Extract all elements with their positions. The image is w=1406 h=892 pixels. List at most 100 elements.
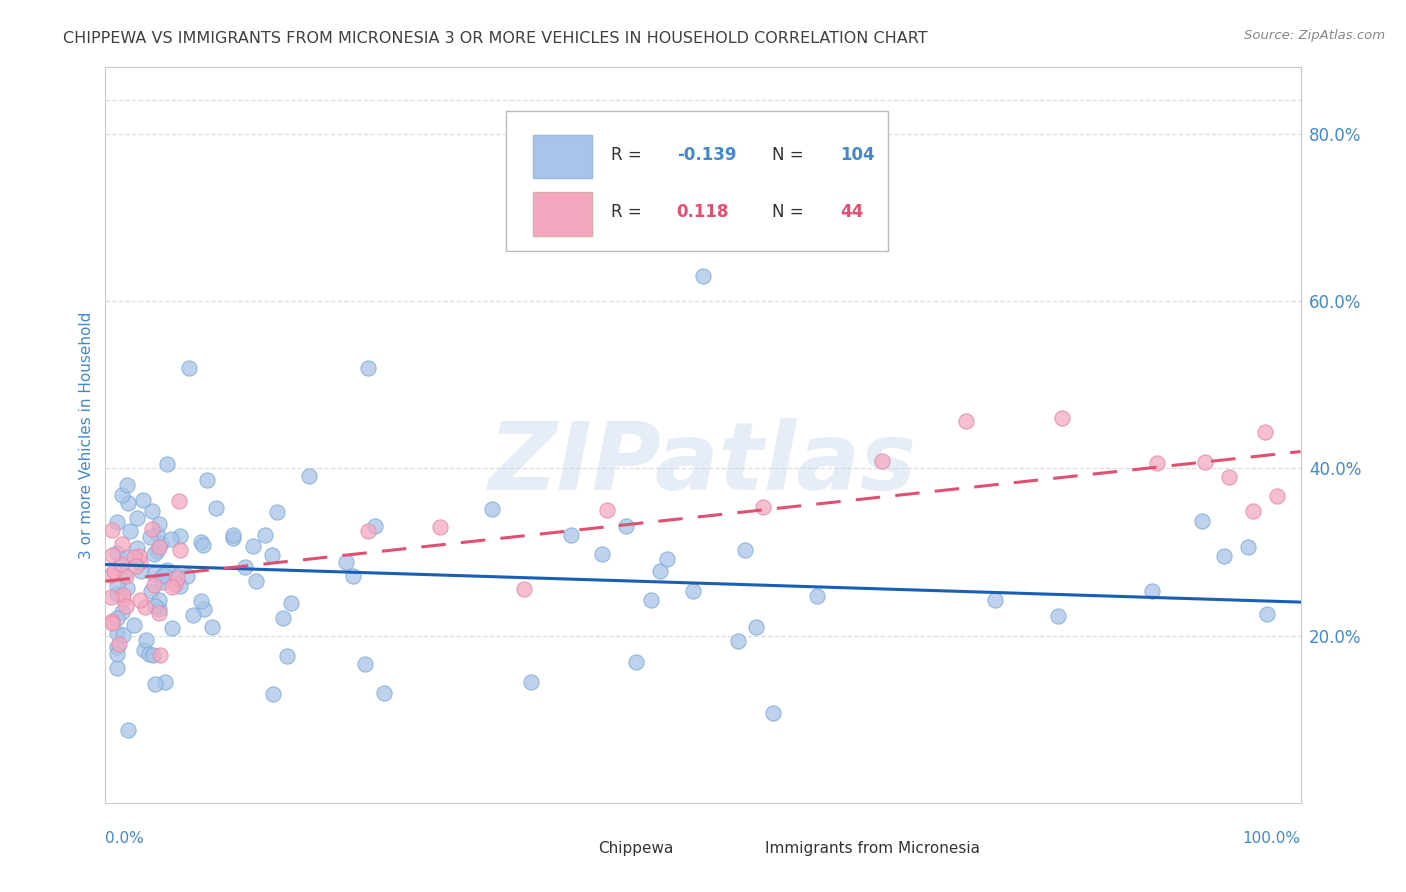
Point (177, 360, 201, 375)
Point (280, 596, 302, 610)
Point (984, 593, 1007, 607)
Point (108, 637, 131, 651)
Point (222, 531, 245, 545)
Point (520, 675, 543, 690)
Point (242, 539, 264, 553)
Point (276, 648, 298, 663)
Point (138, 531, 160, 545)
Y-axis label: 3 or more Vehicles in Household: 3 or more Vehicles in Household (79, 311, 94, 558)
Point (1050, 410, 1073, 425)
Point (112, 567, 135, 582)
Point (100, 548, 122, 562)
Point (169, 529, 191, 543)
Point (357, 360, 380, 375)
Point (245, 574, 267, 588)
Point (125, 510, 148, 524)
Point (429, 520, 451, 534)
Point (148, 593, 170, 607)
Point (260, 548, 283, 562)
Point (111, 537, 134, 551)
Point (193, 601, 215, 615)
Point (1194, 455, 1216, 469)
Point (655, 552, 678, 566)
Point (149, 570, 172, 584)
Point (148, 602, 170, 616)
Point (160, 580, 183, 594)
Point (1218, 470, 1240, 484)
Point (205, 501, 228, 516)
Point (806, 589, 828, 603)
Point (115, 478, 138, 492)
Point (128, 555, 150, 569)
Point (614, 518, 637, 533)
Point (135, 633, 157, 648)
Point (138, 647, 160, 661)
Point (626, 655, 648, 669)
Point (1146, 456, 1168, 470)
Point (111, 592, 134, 607)
Point (190, 594, 212, 608)
Point (160, 621, 183, 635)
Point (1241, 504, 1264, 518)
Point (266, 505, 288, 519)
Point (155, 675, 177, 690)
Point (166, 568, 188, 582)
Point (481, 501, 503, 516)
Point (117, 496, 139, 510)
Point (114, 569, 136, 583)
FancyBboxPatch shape (506, 111, 889, 251)
Text: -0.139: -0.139 (676, 145, 737, 164)
Point (107, 515, 129, 529)
Point (152, 574, 174, 589)
Point (141, 504, 163, 518)
Point (1254, 425, 1277, 439)
Point (253, 528, 276, 542)
Text: N =: N = (772, 203, 810, 221)
Text: R =: R = (612, 203, 647, 221)
Text: 104: 104 (841, 145, 875, 164)
Point (139, 584, 162, 599)
Point (727, 634, 749, 648)
Point (1265, 489, 1288, 503)
Point (745, 620, 768, 634)
Point (115, 581, 138, 595)
Point (596, 503, 619, 517)
Point (143, 676, 166, 690)
Point (166, 572, 188, 586)
Point (117, 723, 139, 738)
Point (115, 550, 138, 565)
Point (115, 599, 138, 614)
Point (107, 579, 129, 593)
Point (107, 647, 129, 661)
Point (734, 542, 756, 557)
Point (201, 620, 224, 634)
Point (648, 564, 671, 578)
Point (142, 547, 165, 561)
Point (262, 687, 284, 701)
Text: Immigrants from Micronesia: Immigrants from Micronesia (765, 841, 980, 855)
Point (107, 587, 129, 601)
Point (751, 500, 773, 514)
Point (149, 648, 172, 662)
Point (156, 458, 179, 472)
Point (132, 492, 155, 507)
Text: CHIPPEWA VS IMMIGRANTS FROM MICRONESIA 3 OR MORE VEHICLES IN HOUSEHOLD CORRELATI: CHIPPEWA VS IMMIGRANTS FROM MICRONESIA 3… (63, 31, 928, 46)
Point (195, 473, 218, 487)
Point (143, 578, 166, 592)
Text: Chippewa: Chippewa (598, 841, 673, 855)
Point (762, 706, 785, 721)
Point (148, 606, 170, 620)
Text: Source: ZipAtlas.com: Source: ZipAtlas.com (1244, 29, 1385, 42)
Point (125, 541, 148, 555)
FancyBboxPatch shape (725, 841, 758, 866)
Point (100, 591, 122, 605)
Point (682, 584, 704, 599)
Point (560, 528, 582, 542)
Point (101, 615, 124, 629)
Point (100, 616, 122, 631)
Point (1256, 607, 1278, 622)
Point (148, 540, 170, 554)
Point (271, 611, 294, 625)
Point (111, 628, 134, 642)
Point (222, 527, 245, 541)
